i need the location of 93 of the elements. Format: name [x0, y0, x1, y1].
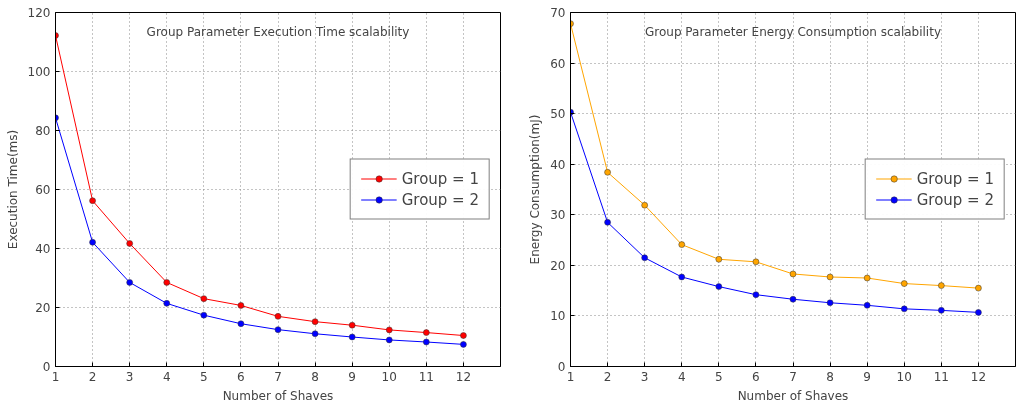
point — [274, 313, 282, 320]
point — [604, 169, 611, 176]
point — [789, 270, 797, 278]
point — [901, 280, 908, 287]
point — [348, 333, 356, 341]
point — [89, 239, 96, 246]
y-tick-label: 40 — [35, 242, 51, 256]
x-tick-label: 12 — [455, 369, 472, 384]
point — [386, 326, 393, 334]
x-tick-label: 8 — [826, 369, 834, 384]
point — [274, 326, 282, 333]
text: Group Parameter Energy Consumption scalability — [644, 24, 942, 39]
point — [975, 309, 982, 316]
point — [311, 330, 319, 337]
x-tick-label: 2 — [603, 369, 612, 384]
x-tick-label: 7 — [274, 369, 282, 384]
x-axis-title: Number of Shaves — [222, 388, 334, 403]
x-tick-label: 7 — [789, 369, 797, 384]
y-tick-label: 40 — [550, 157, 566, 172]
y-tick-label: 60 — [550, 56, 566, 71]
point — [460, 332, 467, 339]
point — [163, 300, 170, 307]
point — [752, 258, 760, 266]
y-tick-label: 50 — [550, 107, 566, 122]
x-tick-label: 5 — [200, 369, 208, 384]
point — [975, 284, 982, 292]
point — [826, 299, 834, 307]
point — [348, 321, 356, 329]
x-tick-label: 3 — [125, 369, 134, 384]
point — [386, 336, 393, 344]
point — [311, 318, 319, 325]
x-tick-label: 9 — [863, 369, 871, 384]
point — [678, 273, 685, 281]
point — [641, 201, 648, 209]
x-tick-label: 9 — [348, 369, 356, 384]
point — [237, 320, 245, 327]
x-tick-label: 11 — [933, 369, 949, 384]
point — [938, 307, 945, 314]
legend-label: Group = 1 — [401, 169, 479, 188]
point — [715, 283, 723, 290]
point — [863, 274, 871, 282]
y-tick-label: 60 — [35, 183, 51, 197]
point — [126, 279, 133, 286]
point — [715, 256, 723, 263]
y-tick-label: 20 — [550, 258, 566, 273]
y-tick-label: 100 — [27, 65, 51, 79]
x-tick-label: 8 — [311, 369, 319, 384]
y-tick-label: 120 — [27, 6, 51, 20]
x-tick-label: 6 — [237, 369, 245, 384]
point — [826, 273, 834, 281]
x-tick-label: 10 — [896, 369, 912, 384]
point — [200, 295, 208, 302]
x-tick-label: 10 — [381, 369, 397, 384]
point — [237, 302, 245, 309]
point — [938, 282, 945, 289]
x-tick-label: 1 — [51, 369, 60, 384]
point — [604, 219, 611, 226]
point — [423, 329, 430, 336]
x-tick-label: 11 — [418, 369, 434, 384]
point — [678, 241, 685, 248]
x-tick-label: 6 — [752, 369, 760, 384]
y-axis-title: Energy Consumption(mJ) — [528, 114, 543, 265]
point — [752, 291, 760, 298]
point — [863, 302, 871, 309]
y-tick-label: 80 — [35, 124, 51, 138]
x-tick-label: 4 — [162, 369, 171, 384]
point — [789, 296, 797, 303]
y-tick-label: 70 — [550, 6, 566, 20]
legend-label: Group = 1 — [916, 169, 994, 188]
point — [200, 311, 208, 319]
x-tick-label: 3 — [640, 369, 649, 384]
y-tick-label: 30 — [550, 208, 566, 223]
legend-label: Group = 2 — [916, 190, 994, 209]
x-tick-label: 2 — [88, 369, 97, 384]
point — [126, 240, 133, 247]
point — [460, 341, 467, 348]
point — [423, 338, 430, 346]
y-axis-title: Execution Time(ms) — [5, 129, 20, 250]
y-tick-label: 0 — [42, 360, 51, 374]
x-tick-label: 4 — [677, 369, 686, 384]
point — [641, 254, 648, 262]
y-tick-label: 0 — [557, 360, 566, 374]
y-tick-label: 10 — [550, 309, 566, 324]
point — [89, 197, 96, 204]
legend-label: Group = 2 — [401, 190, 479, 209]
x-tick-label: 12 — [970, 369, 987, 384]
y-tick-label: 20 — [35, 301, 51, 315]
point — [901, 305, 908, 313]
text: Group Parameter Execution Time scalability — [146, 24, 410, 39]
point — [163, 279, 170, 286]
x-tick-label: 5 — [715, 369, 723, 384]
x-axis-title: Number of Shaves — [737, 388, 849, 403]
x-tick-label: 1 — [566, 369, 575, 384]
